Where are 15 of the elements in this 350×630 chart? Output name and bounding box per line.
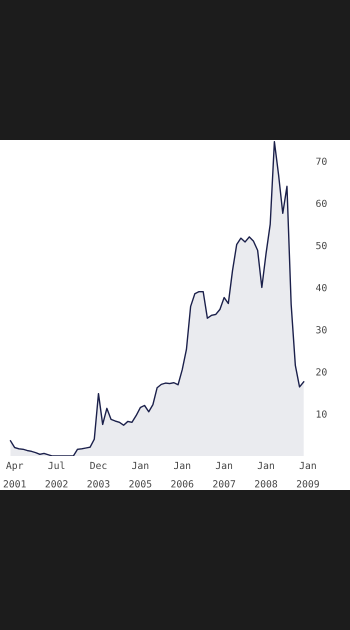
y-tick-label: 70 [316,158,327,165]
y-tick-label: 30 [316,326,327,334]
x-tick-label: Jan 2009 [296,462,319,488]
x-tick-label: Jan 2005 [129,462,152,488]
y-tick-label: 10 [316,410,327,418]
y-tick-label: 50 [316,242,327,250]
x-tick-label: Dec 2003 [87,462,110,488]
x-tick-label: Jan 2008 [255,462,278,488]
x-tick-label: Jan 2007 [213,462,236,488]
x-tick-label: Apr 2001 [4,462,26,488]
x-tick-label: Jan 2006 [171,462,194,488]
x-tick-label: Jul 2002 [46,462,68,488]
y-tick-label: 20 [316,368,327,376]
y-tick-label: 40 [316,284,327,292]
y-tick-label: 60 [316,200,327,208]
